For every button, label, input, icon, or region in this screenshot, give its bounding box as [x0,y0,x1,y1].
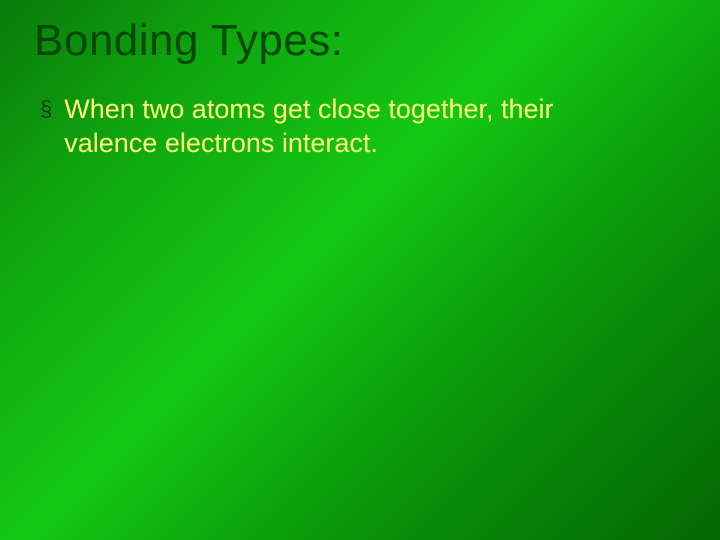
slide-title: Bonding Types: [34,16,344,66]
bullet-item: § When two atoms get close together, the… [40,92,660,160]
bullet-text: When two atoms get close together, their… [64,92,644,160]
slide-body: § When two atoms get close together, the… [40,92,660,160]
bullet-marker-icon: § [40,92,52,126]
slide: Bonding Types: § When two atoms get clos… [0,0,720,540]
